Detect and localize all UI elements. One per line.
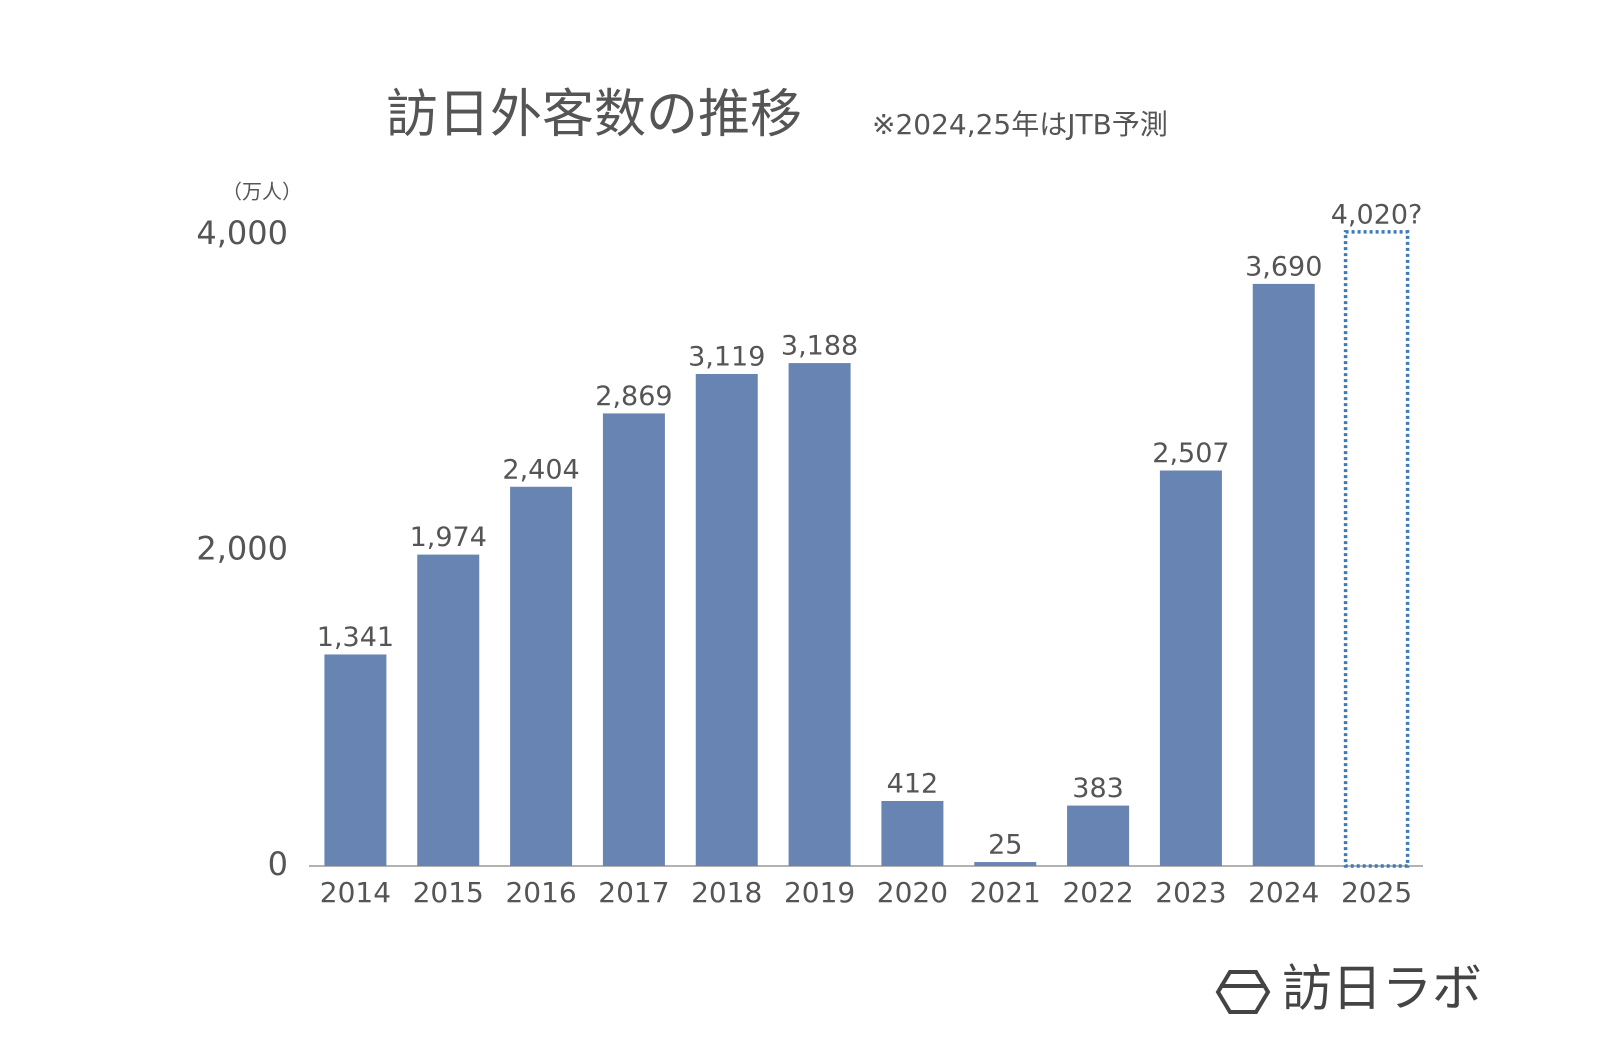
x-tick-label: 2021 [970,876,1041,909]
value-label: 2,869 [595,381,672,412]
value-label: 412 [887,769,939,800]
bar [695,373,758,866]
x-tick-label: 2018 [691,876,762,909]
bar [881,801,944,866]
y-tick-label: 2,000 [196,530,288,568]
bar [1067,805,1130,866]
bar [417,554,480,866]
x-tick-label: 2020 [877,876,948,909]
x-tick-label: 2025 [1341,876,1412,909]
value-label: 1,974 [410,522,487,553]
value-label: 383 [1072,773,1124,804]
value-label: 4,020? [1331,199,1423,230]
x-tick-label: 2024 [1248,876,1319,909]
bar [510,486,573,866]
y-tick-label: 0 [268,845,288,883]
brand: 訪日ラボ [1282,960,1482,1018]
value-label: 3,119 [688,341,765,372]
brand-logo: 訪日ラボ [1215,960,1482,1018]
value-label: 1,341 [317,622,394,653]
chart-subtitle: ※2024,25年はJTB予測 [872,108,1168,141]
bar [602,413,665,866]
bar [974,862,1037,866]
bar [1343,230,1410,868]
y-unit: （万人） [222,180,302,204]
bar [1252,283,1315,867]
value-label: 3,188 [781,331,858,362]
x-tick-label: 2016 [505,876,576,909]
x-tick-label: 2023 [1155,876,1226,909]
x-tick-label: 2017 [598,876,669,909]
value-label: 3,690 [1245,251,1322,282]
chart-title: 訪日外客数の推移 [386,85,802,145]
bar [788,363,851,866]
x-tick-label: 2022 [1062,876,1133,909]
x-tick-label: 2015 [413,876,484,909]
value-label: 25 [988,830,1022,861]
x-tick-label: 2014 [320,876,391,909]
y-tick-label: 4,000 [196,214,288,252]
logo-icon [1215,970,1271,1014]
bar [1159,470,1222,866]
bar [324,654,387,866]
value-label: 2,404 [502,454,579,485]
value-label: 2,507 [1152,438,1229,469]
x-tick-label: 2019 [784,876,855,909]
